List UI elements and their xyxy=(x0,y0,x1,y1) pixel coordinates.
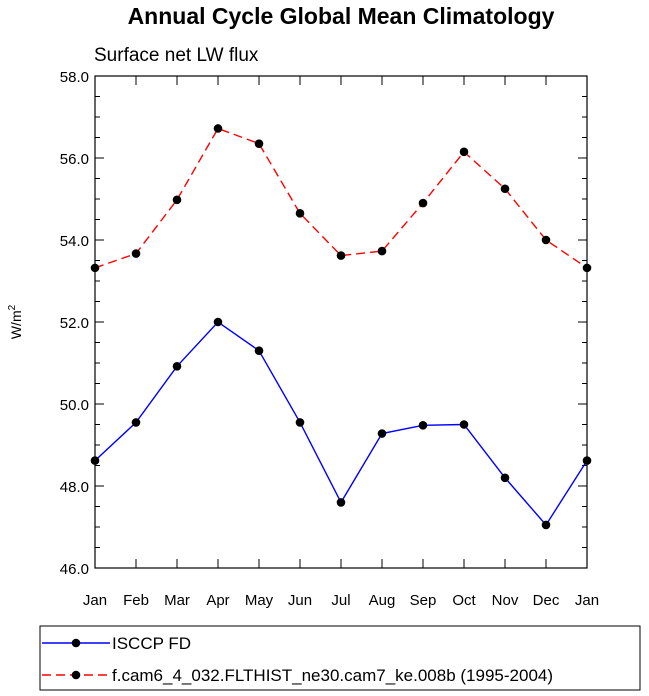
x-tick-label: Aug xyxy=(369,592,396,609)
x-tick-label: Jul xyxy=(331,592,350,609)
y-axis-label-text: W/m xyxy=(8,310,24,339)
series-1-point xyxy=(541,520,551,530)
y-tick-label: 54.0 xyxy=(60,233,89,250)
series-1-point xyxy=(459,420,469,429)
series-2-point xyxy=(541,235,551,245)
x-tick-label: Sep xyxy=(410,592,437,609)
series-2-point xyxy=(459,147,469,157)
legend-label-2: f.cam6_4_032.FLTHIST_ne30.cam7_ke.008b (… xyxy=(112,666,553,685)
x-tick-label: Apr xyxy=(206,592,229,609)
series-1-point xyxy=(418,421,428,430)
y-tick-label: 56.0 xyxy=(60,151,89,168)
series-2-point xyxy=(336,251,346,260)
y-tick-label: 50.0 xyxy=(60,397,89,414)
x-tick-label: Jan xyxy=(83,592,107,609)
legend-marker-1 xyxy=(71,638,81,648)
series-2-point xyxy=(377,246,387,256)
x-tick-label: May xyxy=(245,592,274,609)
chart-title: Annual Cycle Global Mean Climatology xyxy=(128,3,555,29)
plot-lines xyxy=(90,124,592,530)
chart-subtitle: Surface net LW flux xyxy=(94,45,259,66)
series-2-point xyxy=(254,139,264,148)
x-tick-label: Oct xyxy=(452,592,476,609)
series-2-point xyxy=(295,209,305,218)
series-1-point xyxy=(336,498,346,507)
legend-marker-2 xyxy=(71,670,81,680)
x-tick-label: Dec xyxy=(533,592,560,609)
series-1-point xyxy=(582,456,592,465)
series-2-point xyxy=(500,184,510,194)
series-2-point xyxy=(582,263,592,273)
series-line-2 xyxy=(94,127,588,269)
series-1-point xyxy=(295,418,305,427)
y-tick-label: 52.0 xyxy=(60,315,89,332)
series-1-point xyxy=(172,361,182,371)
legend-box xyxy=(39,625,641,691)
legend-label-1: ISCCP FD xyxy=(112,634,191,653)
axes: 46.0 48.0 50.0 52.0 54.0 56.0 58.0 Jan Feb Mar Apr… xyxy=(60,69,599,609)
series-2-point xyxy=(131,249,141,258)
series-2-point xyxy=(90,263,100,273)
y-tick-label: 58.0 xyxy=(60,69,89,86)
y-tick-label: 46.0 xyxy=(60,561,89,578)
x-tick-label: Nov xyxy=(492,592,519,609)
series-1-point xyxy=(254,346,264,356)
series-1-point xyxy=(90,456,100,465)
x-tick-label: Jan xyxy=(575,592,599,609)
y-axis-label-superscript: 2 xyxy=(7,304,18,310)
x-tick-label: Mar xyxy=(164,592,190,609)
series-1-point xyxy=(213,317,223,327)
series-2-point xyxy=(418,198,428,208)
y-tick-label: 48.0 xyxy=(60,479,89,496)
legend: ISCCP FD f.cam6_4_032.FLTHIST_ne30.cam7_k… xyxy=(39,625,641,691)
series-2-point xyxy=(213,124,223,133)
series-line-1 xyxy=(94,321,588,527)
series-1-point xyxy=(377,429,387,438)
x-tick-label: Jun xyxy=(288,592,312,609)
x-tick-label: Feb xyxy=(123,592,149,609)
series-1-point xyxy=(131,418,141,427)
plot-frame xyxy=(94,75,588,569)
y-axis-label: W/m2 xyxy=(7,304,24,339)
series-1-point xyxy=(500,473,510,483)
svg-text:W/m2: W/m2 xyxy=(7,304,24,339)
series-2-point xyxy=(172,195,182,205)
